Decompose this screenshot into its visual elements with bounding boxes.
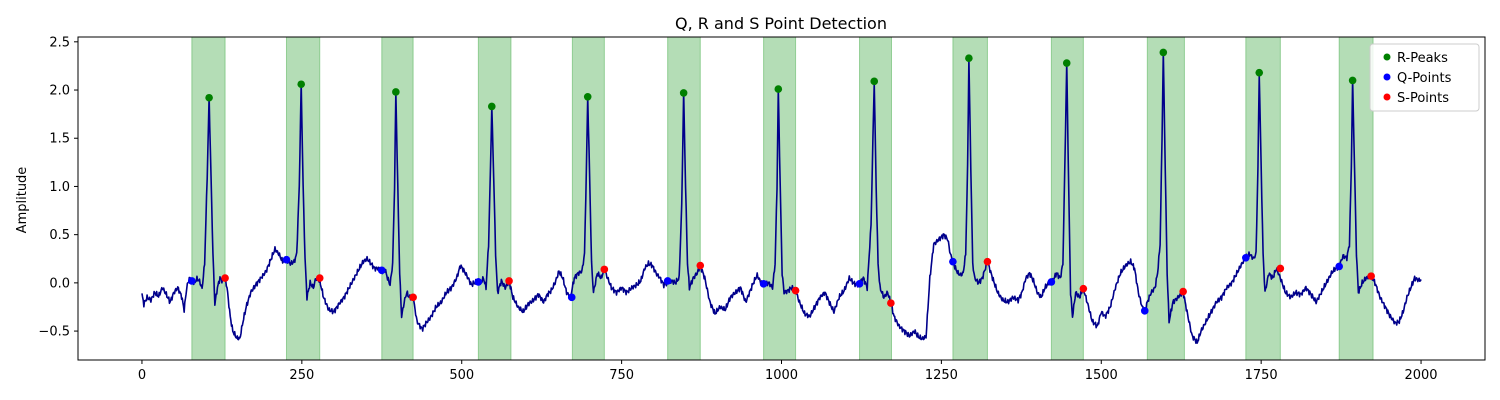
x-tick-label: 1250 — [925, 368, 958, 383]
legend-marker-s-points — [1383, 93, 1391, 101]
qrs-band-6 — [763, 36, 797, 361]
qrs-band-0 — [191, 36, 226, 361]
r-peak-8 — [965, 54, 973, 63]
qrs-band-5 — [667, 36, 701, 361]
legend-marker-r-peaks — [1383, 53, 1391, 61]
x-axis: 0 250 500 750 1000 1250 1500 1750 2000 — [138, 360, 1438, 383]
r-peak-12 — [1348, 76, 1357, 85]
q-point-6 — [759, 280, 768, 288]
s-point-1 — [315, 274, 324, 282]
r-peak-7 — [870, 77, 879, 86]
r-peak-3 — [487, 102, 496, 111]
s-point-4 — [600, 265, 609, 274]
signal-group — [141, 51, 1422, 345]
q-point-4 — [567, 293, 576, 302]
s-point-11 — [1276, 264, 1285, 273]
q-point-10 — [1140, 307, 1149, 315]
legend-label-s-points: S-Points — [1397, 91, 1449, 106]
y-tick-label: 2.5 — [49, 35, 70, 50]
r-peak-2 — [392, 88, 400, 96]
q-point-1 — [282, 255, 291, 264]
qrs-band-11 — [1245, 36, 1281, 361]
y-tick-label: 0.0 — [49, 276, 70, 291]
r-peak-11 — [1255, 68, 1264, 77]
y-tick-label: 1.5 — [49, 132, 70, 147]
legend: R-Peaks Q-Points S-Points — [1369, 43, 1480, 112]
q-point-7 — [855, 280, 864, 288]
s-point-6 — [791, 286, 800, 295]
x-tick-label: 1500 — [1085, 368, 1118, 383]
x-tick-label: 250 — [289, 368, 314, 383]
q-point-5 — [663, 277, 672, 285]
s-point-7 — [887, 299, 895, 307]
r-peak-9 — [1062, 59, 1071, 67]
q-point-11 — [1242, 253, 1250, 262]
legend-box — [1369, 43, 1480, 112]
y-tick-label: 0.5 — [49, 228, 70, 243]
r-peak-10 — [1159, 48, 1168, 57]
q-point-9 — [1047, 278, 1056, 286]
y-tick-label: −0.5 — [38, 325, 70, 340]
x-tick-label: 500 — [449, 368, 474, 383]
s-point-8 — [983, 257, 992, 266]
points-group — [188, 48, 1375, 315]
x-tick-label: 1750 — [1245, 368, 1278, 383]
r-peak-0 — [205, 93, 213, 102]
y-axis: −0.5 0.0 0.5 1.0 1.5 2.0 2.5 — [38, 35, 78, 340]
s-point-10 — [1179, 287, 1187, 296]
s-point-9 — [1079, 284, 1088, 293]
q-point-12 — [1335, 262, 1343, 271]
s-point-3 — [505, 277, 513, 285]
qrs-band-4 — [571, 36, 605, 361]
x-tick-label: 750 — [609, 368, 634, 383]
s-point-2 — [409, 293, 417, 302]
q-point-3 — [474, 278, 483, 286]
legend-label-q-points: Q-Points — [1397, 71, 1452, 86]
s-point-0 — [221, 274, 229, 282]
legend-marker-q-points — [1383, 73, 1391, 81]
y-axis-label: Amplitude — [15, 167, 30, 234]
legend-label-r-peaks: R-Peaks — [1397, 51, 1448, 66]
s-point-5 — [696, 261, 705, 270]
x-tick-label: 2000 — [1404, 368, 1437, 383]
r-peak-6 — [774, 85, 783, 93]
x-tick-label: 1000 — [765, 368, 798, 383]
r-peak-1 — [297, 80, 306, 89]
q-point-2 — [377, 266, 386, 275]
qrs-band-7 — [859, 36, 893, 361]
q-point-0 — [188, 277, 196, 285]
r-peak-4 — [583, 92, 592, 101]
y-tick-label: 1.0 — [49, 180, 70, 195]
qrs-band-12 — [1338, 36, 1374, 361]
x-tick-label: 0 — [138, 368, 146, 383]
q-point-8 — [949, 257, 957, 266]
ecg-signal-line — [141, 51, 1422, 345]
r-peak-5 — [679, 89, 688, 97]
y-tick-label: 2.0 — [49, 84, 70, 99]
s-point-12 — [1367, 272, 1375, 280]
chart-title: Q, R and S Point Detection — [675, 14, 887, 33]
